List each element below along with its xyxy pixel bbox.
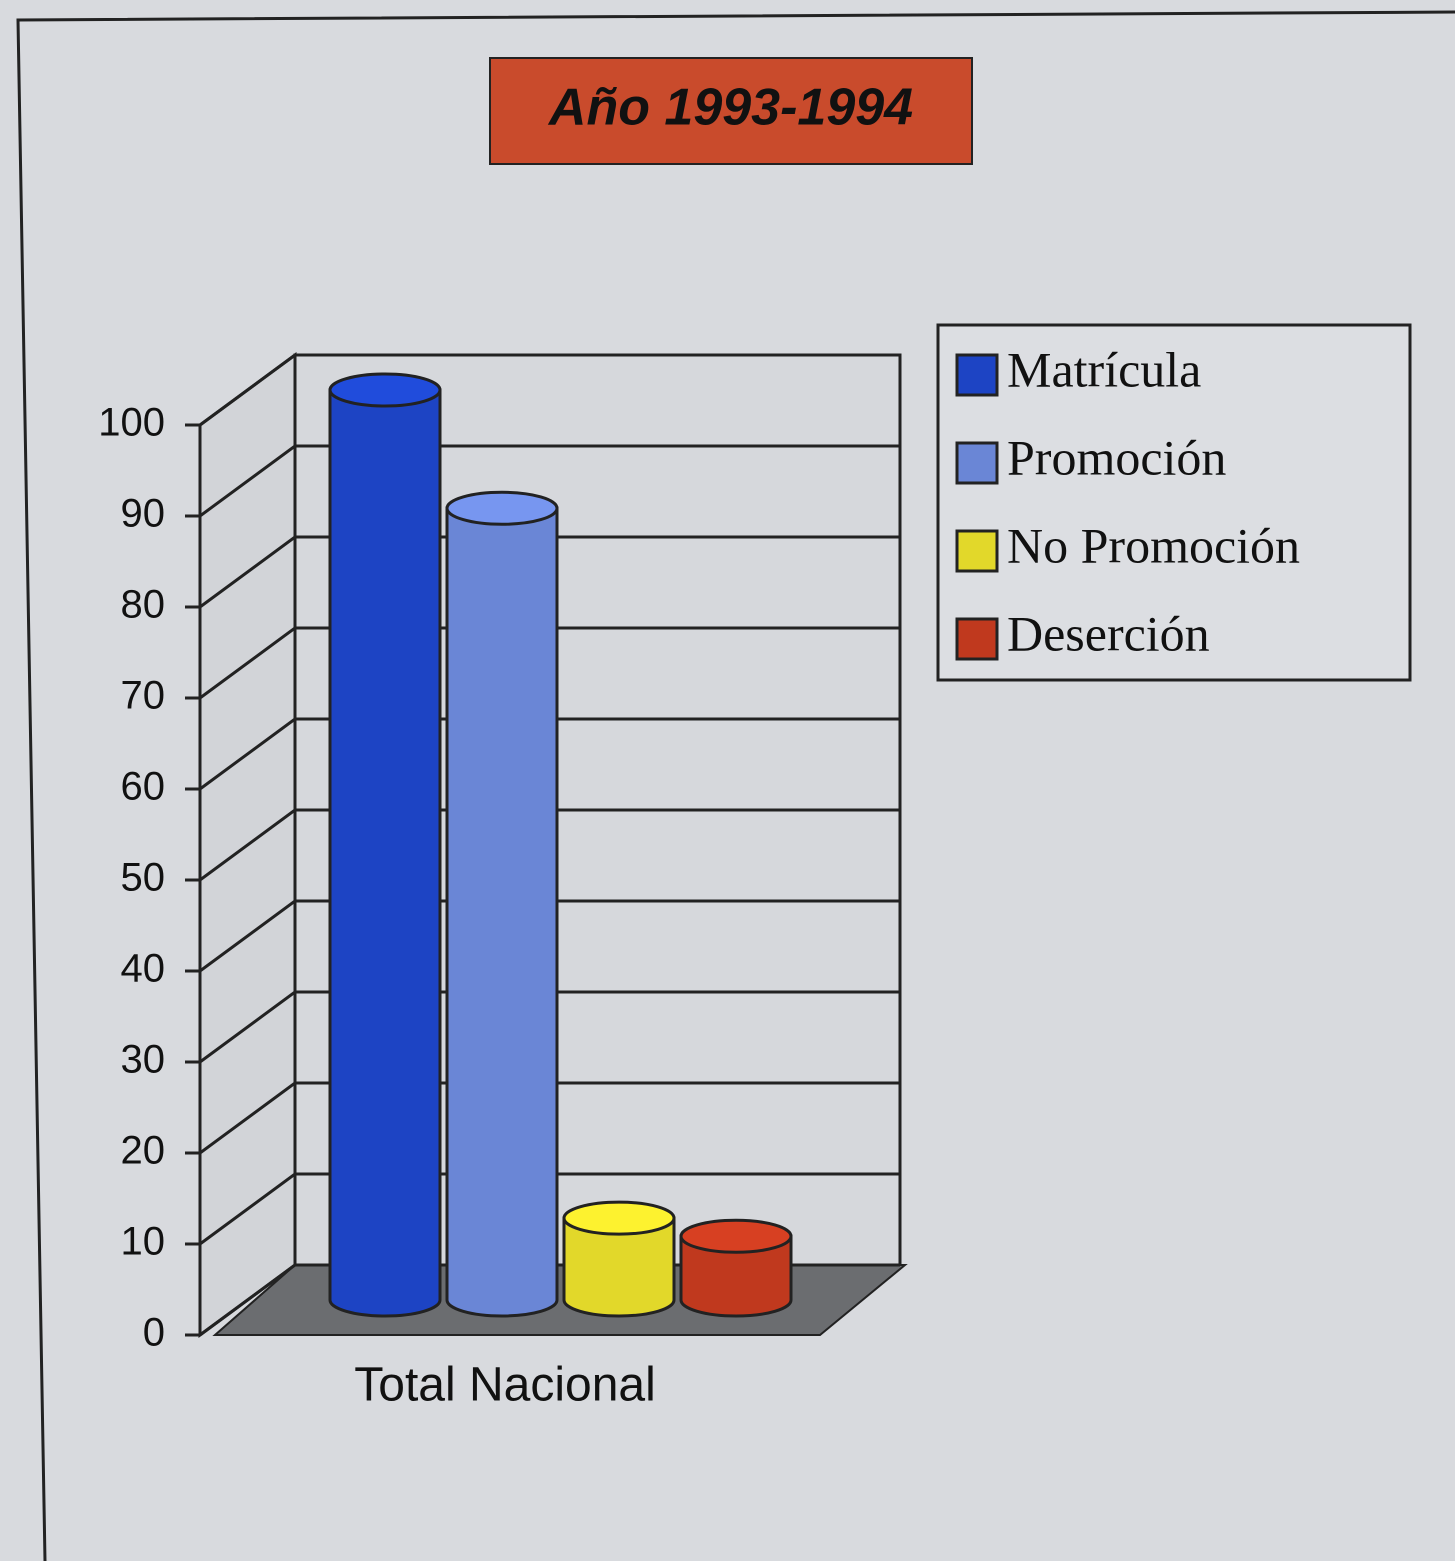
- legend-swatch: [955, 617, 999, 661]
- cylinder-body: [679, 1234, 793, 1318]
- bar: [562, 1200, 676, 1318]
- grid-line: [199, 899, 900, 973]
- y-tick-label: 60: [121, 765, 166, 809]
- legend-swatch: [955, 353, 999, 397]
- grid-line: [199, 990, 900, 1064]
- legend-label: Matrícula: [1007, 341, 1201, 397]
- bar: [328, 372, 442, 1318]
- cylinder-body: [562, 1216, 676, 1318]
- y-tick-label: 50: [121, 856, 166, 900]
- grid-line: [199, 717, 900, 791]
- cylinder-body: [445, 506, 559, 1318]
- title-box: [489, 57, 973, 165]
- grid-line: [199, 1172, 900, 1246]
- grid-line: [199, 444, 900, 518]
- grid-line: [199, 535, 900, 609]
- legend-label: No Promoción: [1007, 517, 1300, 573]
- bar: [679, 1218, 793, 1318]
- legend-swatch: [955, 441, 999, 485]
- y-tick-label: 40: [121, 947, 166, 991]
- legend-box: [936, 323, 1412, 682]
- bar: [445, 490, 559, 1318]
- grid-line: [199, 1081, 900, 1155]
- y-tick-label: 10: [121, 1220, 166, 1264]
- grid-line: [199, 353, 900, 427]
- cylinder-top: [328, 372, 442, 408]
- floor: [212, 1264, 908, 1336]
- frame: [16, 10, 1455, 1561]
- grid-line: [199, 808, 900, 882]
- y-tick-label: 30: [121, 1038, 166, 1082]
- cylinder-top: [679, 1218, 793, 1254]
- legend-swatch: [955, 529, 999, 573]
- cylinder-body: [328, 388, 442, 1318]
- legend-label: Promoción: [1007, 429, 1226, 485]
- y-tick-label: 70: [121, 674, 166, 718]
- x-tick-label: Total Nacional: [354, 1359, 656, 1412]
- y-tick-label: 90: [121, 492, 166, 536]
- legend-label: Deserción: [1007, 605, 1210, 661]
- y-tick-label: 100: [98, 401, 165, 445]
- grid-line: [199, 626, 900, 700]
- chart-title: Año 1993-1994: [547, 79, 913, 137]
- y-tick-label: 0: [143, 1311, 165, 1355]
- cylinder-top: [562, 1200, 676, 1236]
- y-tick-label: 20: [121, 1129, 166, 1173]
- cylinder-top: [445, 490, 559, 526]
- y-tick-label: 80: [121, 583, 166, 627]
